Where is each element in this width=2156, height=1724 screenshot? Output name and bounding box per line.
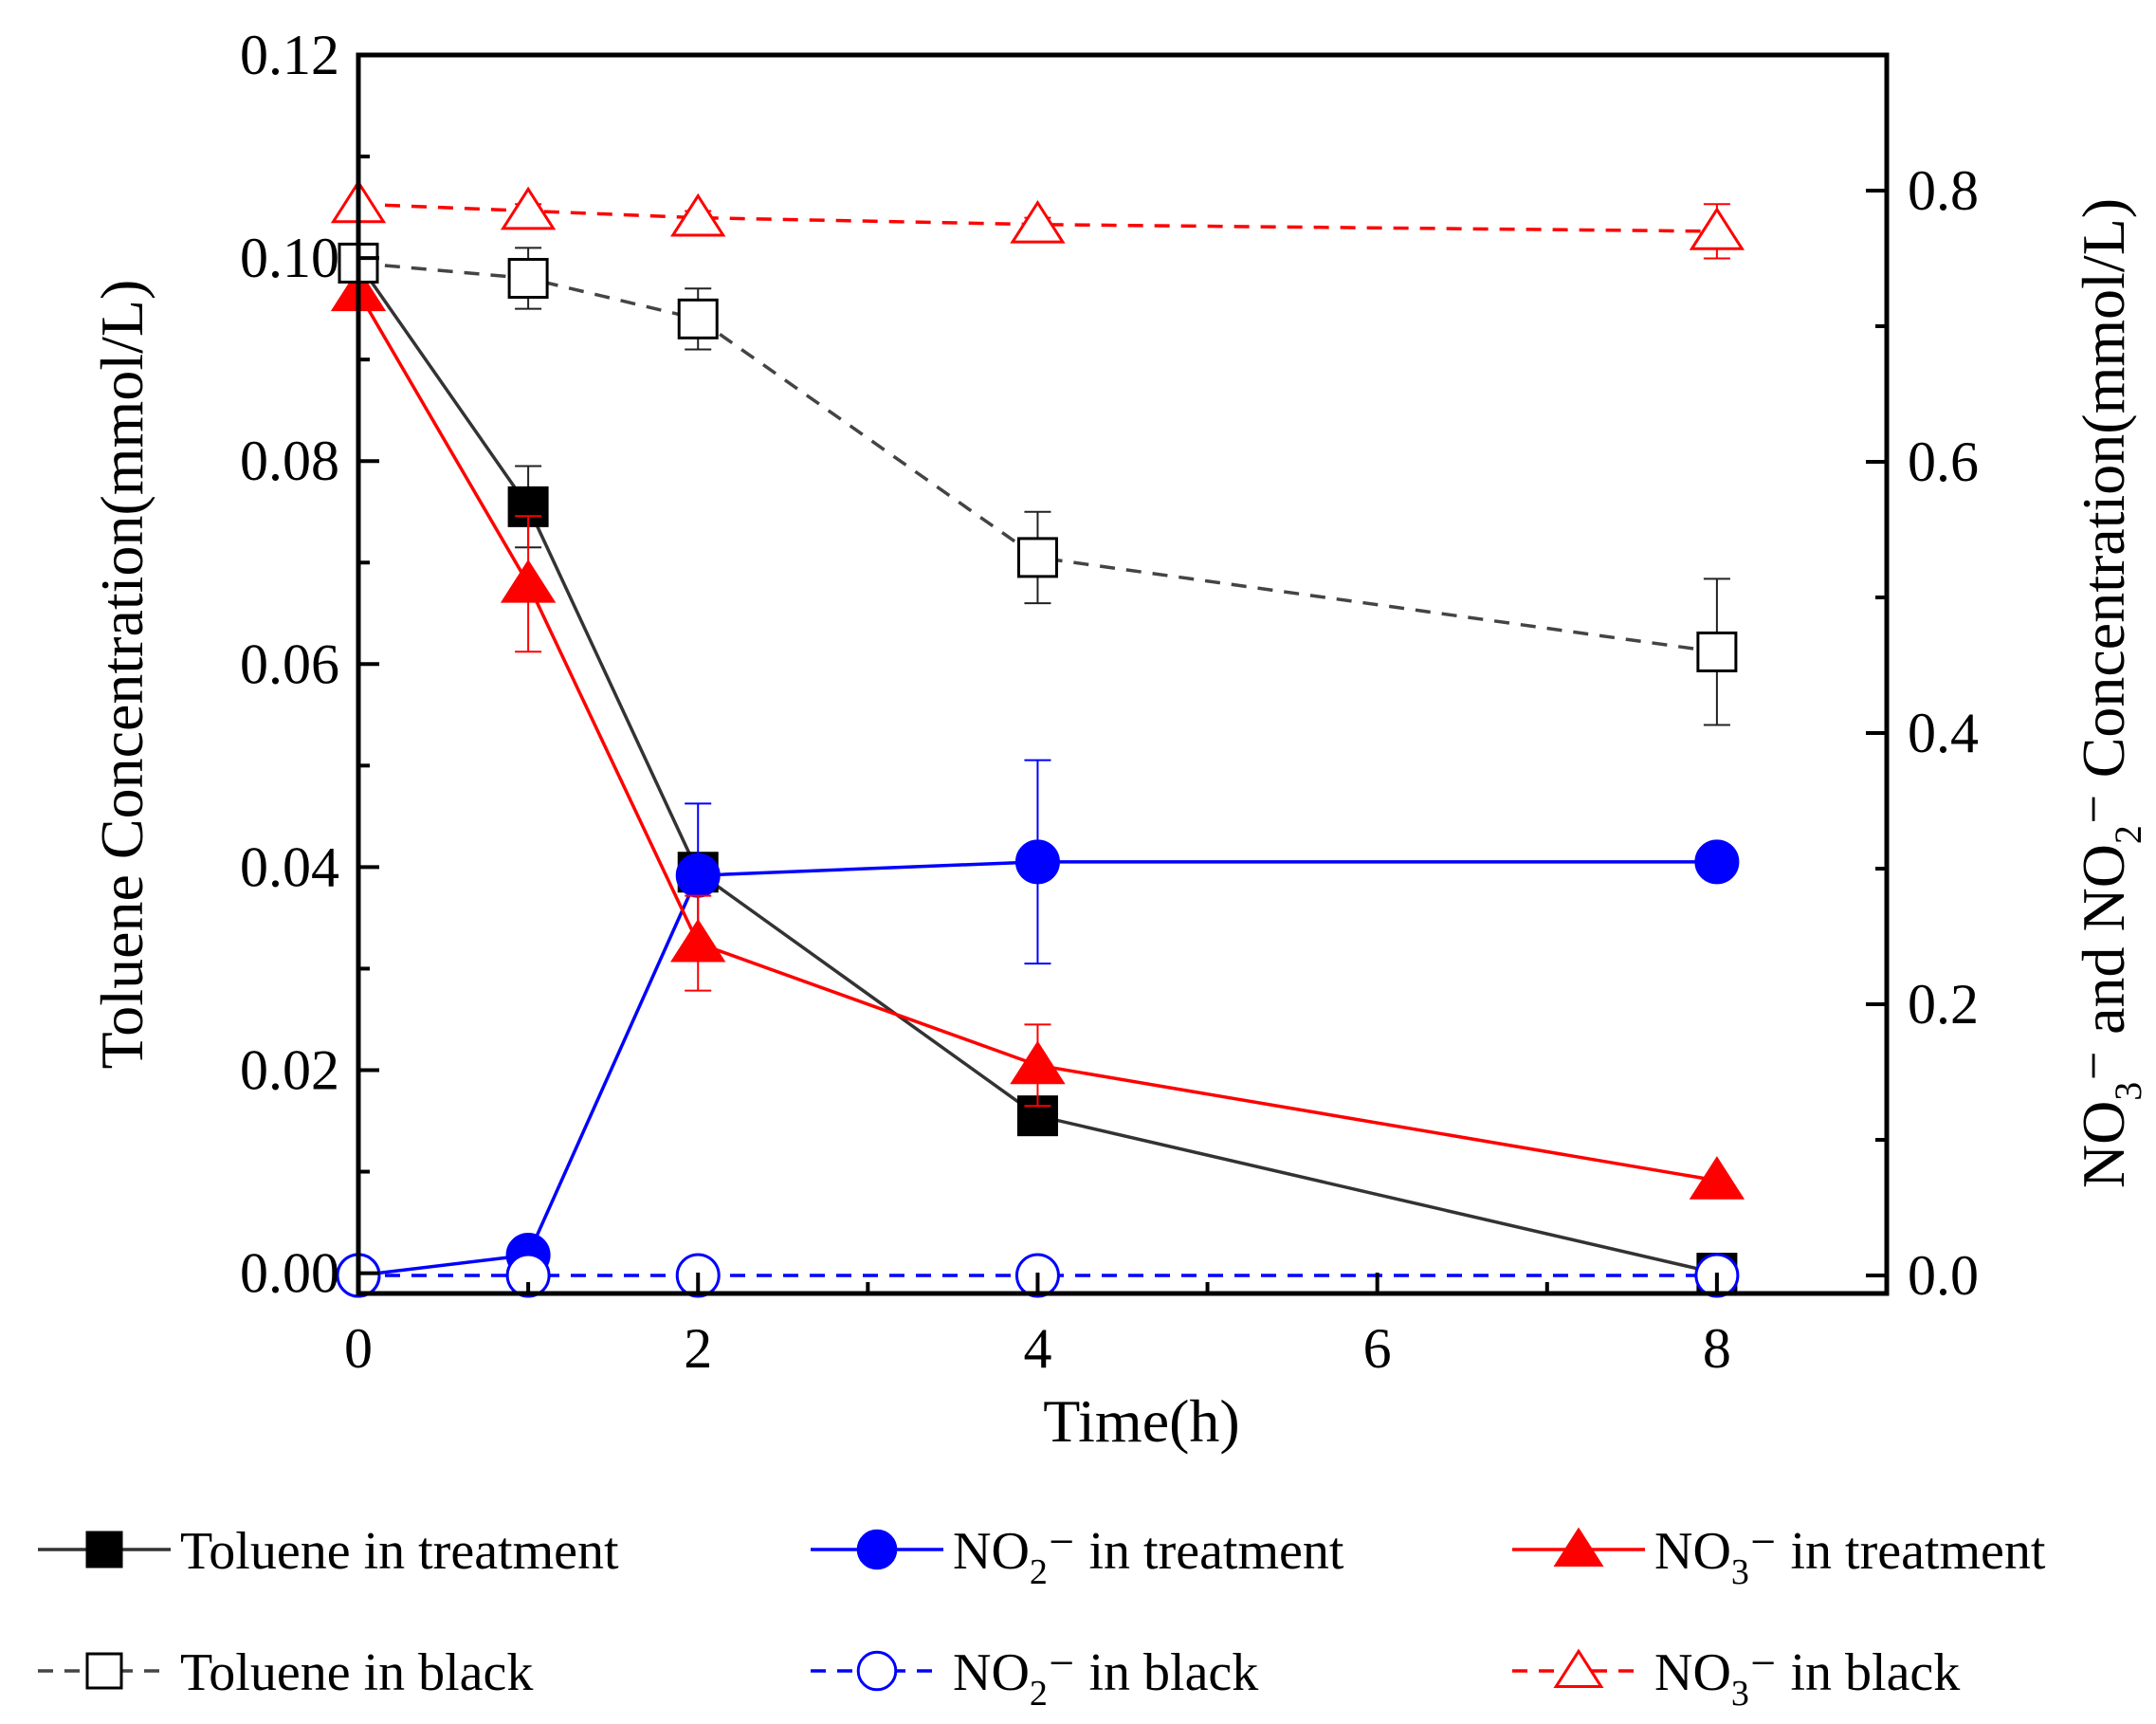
legend-marker bbox=[85, 1652, 123, 1690]
y-right-tick-label: 0.0 bbox=[1908, 1244, 1979, 1307]
x-tick-label: 2 bbox=[684, 1317, 712, 1380]
legend-marker bbox=[1553, 1527, 1604, 1568]
legend-item: Toluene in treatment bbox=[38, 1522, 619, 1581]
plot-area bbox=[330, 179, 1745, 1298]
data-point bbox=[500, 186, 557, 230]
series-line-5 bbox=[357, 202, 1717, 233]
data-point bbox=[507, 258, 549, 300]
y-left-tick-label: 0.12 bbox=[240, 24, 339, 86]
legend-item: NO3⁻ in treatment bbox=[1512, 1522, 2046, 1592]
legend-label: NO2⁻ in treatment bbox=[953, 1522, 1344, 1592]
data-point bbox=[1694, 839, 1740, 885]
legend-item: NO3⁻ in black bbox=[1512, 1643, 1960, 1714]
y-right-axis-title: NO3⁻ and NO2⁻ Concentration(mmol/L) bbox=[2070, 198, 2149, 1188]
axes: 0 2 4 6 8 0.00 0.02 0.04 0.06 0.08 0.10 0.12 0.0 0.2 0… bbox=[88, 24, 2149, 1455]
y-right-tick-label: 0.6 bbox=[1908, 431, 1979, 493]
legend-item: Toluene in black bbox=[38, 1643, 533, 1702]
data-point bbox=[670, 918, 726, 963]
x-tick-label: 4 bbox=[1023, 1317, 1051, 1380]
data-point bbox=[675, 853, 721, 898]
data-point bbox=[677, 298, 719, 339]
legend-label: NO3⁻ in treatment bbox=[1654, 1522, 2046, 1592]
legend-label: Toluene in black bbox=[180, 1643, 533, 1702]
legend-marker bbox=[856, 1529, 898, 1570]
x-tick-label: 8 bbox=[1703, 1317, 1731, 1380]
legend-label: Toluene in treatment bbox=[180, 1522, 619, 1581]
y-left-tick-label: 0.02 bbox=[240, 1038, 339, 1101]
y-left-tick-label: 0.08 bbox=[240, 430, 339, 492]
data-point bbox=[1689, 207, 1745, 250]
y-right-tick-label: 0.8 bbox=[1908, 159, 1979, 222]
series-line-3 bbox=[357, 261, 1718, 654]
y-left-tick-label: 0.06 bbox=[240, 633, 339, 695]
y-left-tick-label: 0.00 bbox=[240, 1242, 339, 1305]
y-left-tick-label: 0.10 bbox=[240, 227, 339, 289]
legend-marker bbox=[856, 1650, 898, 1692]
legend: Toluene in treatment NO2⁻ in treatment NO3… bbox=[38, 1522, 2046, 1714]
data-point bbox=[1014, 839, 1060, 885]
legend-item: NO2⁻ in treatment bbox=[811, 1522, 1344, 1592]
y-left-axis-title: Toluene Concentration(mmol/L) bbox=[88, 280, 155, 1070]
legend-marker bbox=[1553, 1648, 1604, 1689]
y-left-tick-label: 0.04 bbox=[240, 835, 339, 898]
y-right-tick-label: 0.2 bbox=[1908, 973, 1979, 1036]
y-right-tick-label: 0.4 bbox=[1908, 702, 1979, 764]
x-tick-label: 0 bbox=[344, 1317, 373, 1380]
plot-frame bbox=[356, 52, 1890, 1296]
data-point bbox=[1696, 631, 1738, 672]
x-tick-label: 6 bbox=[1363, 1317, 1392, 1380]
legend-label: NO3⁻ in black bbox=[1654, 1643, 1960, 1714]
legend-marker bbox=[85, 1531, 123, 1568]
x-axis-title: Time(h) bbox=[1043, 1387, 1239, 1455]
data-point bbox=[1016, 537, 1058, 578]
legend-item: NO2⁻ in black bbox=[811, 1643, 1258, 1714]
data-point bbox=[1010, 199, 1066, 244]
data-point bbox=[505, 1253, 551, 1298]
legend-label: NO2⁻ in black bbox=[953, 1643, 1258, 1714]
data-point bbox=[670, 193, 726, 237]
data-point bbox=[500, 559, 557, 603]
data-point bbox=[1689, 1156, 1745, 1200]
data-point bbox=[1010, 1040, 1066, 1085]
